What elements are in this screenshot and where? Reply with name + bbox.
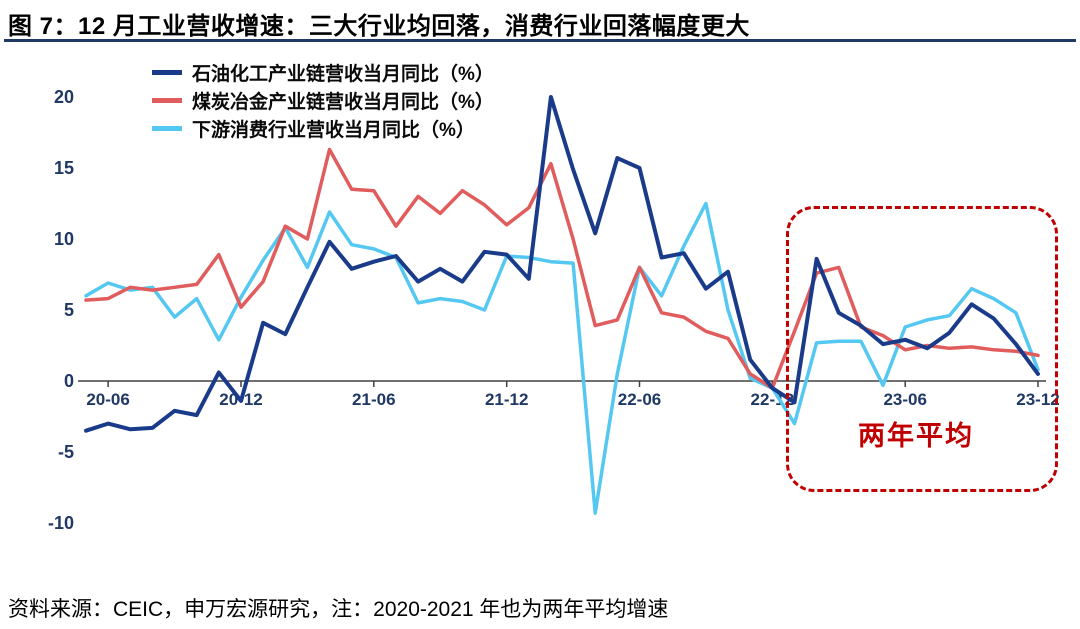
y-tick-label: 0 [64,371,74,391]
x-tick-label: 23-12 [1016,390,1059,409]
figure-title: 图 7：12 月工业营收增速：三大行业均回落，消费行业回落幅度更大 [8,13,750,40]
legend-item-coal-metallurgy: 煤炭冶金产业链营收当月同比（%） [152,88,494,113]
legend-label-coal-metallurgy: 煤炭冶金产业链营收当月同比（%） [192,91,494,113]
chart-legend: 石油化工产业链营收当月同比（%） 煤炭冶金产业链营收当月同比（%） 下游消费行业… [152,60,494,141]
legend-swatch-coal-metallurgy [152,97,182,103]
y-tick-label: 5 [64,300,74,320]
title-divider [4,39,1076,42]
y-tick-label: 10 [54,229,74,249]
x-tick-label: 21-12 [485,390,528,409]
legend-swatch-petrochemical [152,69,182,75]
series-line-0 [84,95,1040,433]
legend-item-petrochemical: 石油化工产业链营收当月同比（%） [152,60,494,85]
legend-item-consumer: 下游消费行业营收当月同比（%） [152,116,494,141]
y-tick-label: 15 [54,158,74,178]
x-tick-label: 22-06 [618,390,661,409]
series-line-1 [84,147,1040,390]
two-year-average-label: 两年平均 [858,421,974,451]
legend-label-petrochemical: 石油化工产业链营收当月同比（%） [192,63,494,85]
x-tick-label: 23-06 [883,390,926,409]
legend-swatch-consumer [152,125,182,131]
legend-label-consumer: 下游消费行业营收当月同比（%） [192,119,475,141]
y-tick-label: -10 [48,513,74,533]
y-tick-label: -5 [58,442,74,462]
series-line-2 [84,201,1040,515]
y-tick-label: 20 [54,87,74,107]
x-tick-label: 21-06 [352,390,395,409]
x-tick-label: 20-06 [86,390,129,409]
source-note: 资料来源：CEIC，申万宏源研究，注：2020-2021 年也为两年平均增速 [8,598,669,621]
